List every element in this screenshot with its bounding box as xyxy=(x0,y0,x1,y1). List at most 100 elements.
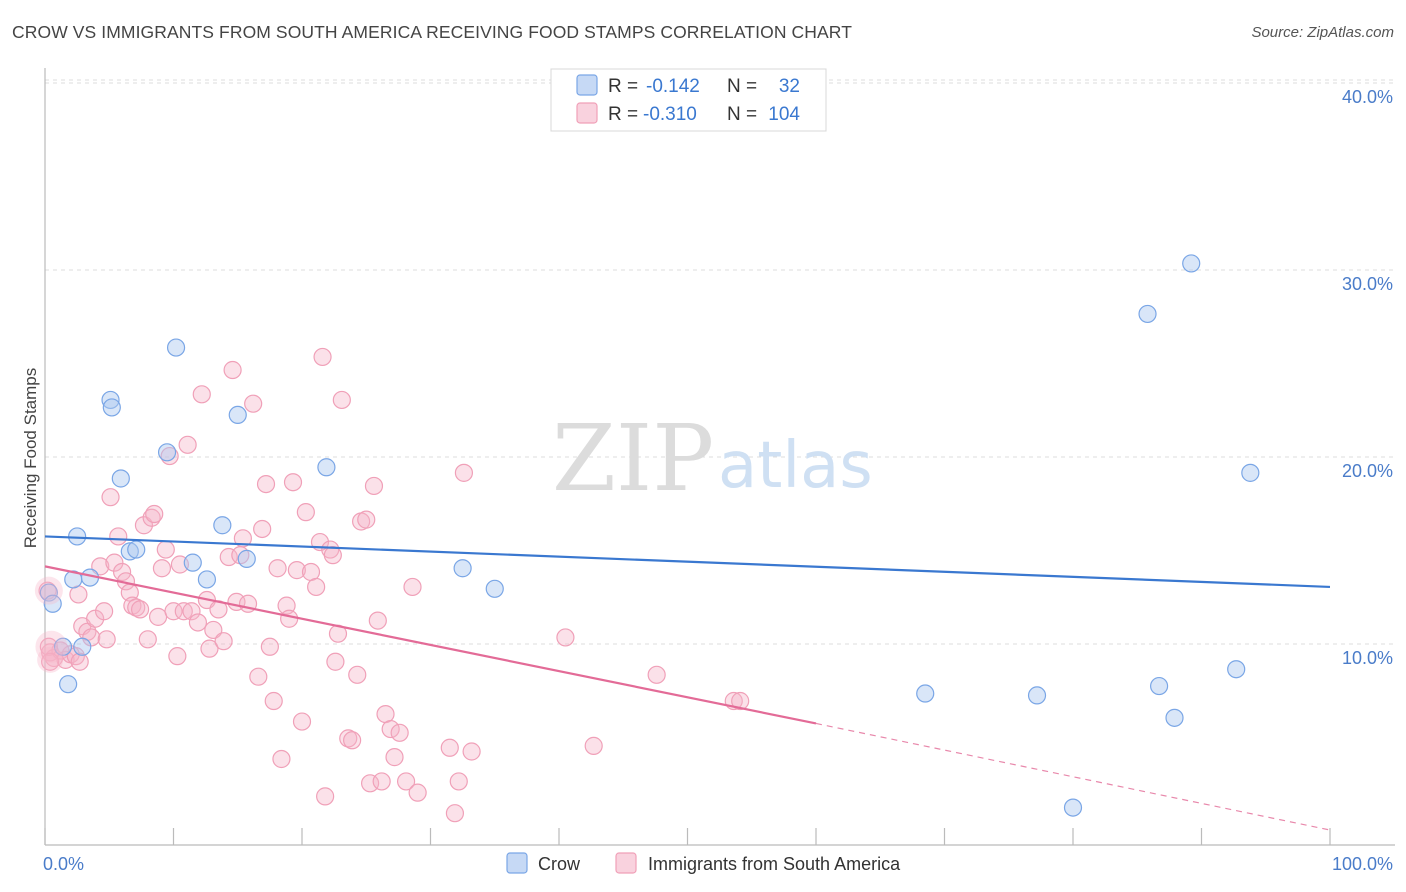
point-crow xyxy=(101,390,120,410)
point-immigrants xyxy=(332,390,351,410)
point-crow xyxy=(73,637,92,656)
point-crow xyxy=(157,443,177,462)
point-immigrants xyxy=(316,787,335,806)
point-crow xyxy=(453,559,472,578)
point-immigrants-cluster xyxy=(34,576,63,605)
point-immigrants xyxy=(292,712,312,731)
point-immigrants xyxy=(390,723,409,742)
point-crow xyxy=(1027,686,1047,705)
point-crow xyxy=(197,570,217,589)
source-label: Source: ZipAtlas.com xyxy=(1251,24,1394,41)
point-immigrants xyxy=(112,562,132,582)
stats-n-value-crow: 32 xyxy=(779,76,800,97)
legend-label-immigrants: Immigrants from South America xyxy=(648,854,901,874)
point-immigrants xyxy=(244,394,263,413)
stats-r-value-crow: -0.142 xyxy=(646,76,700,97)
point-immigrants xyxy=(343,731,362,750)
stats-legend: R = -0.142 N = 32 R = -0.310 N = 104 xyxy=(550,68,827,132)
point-immigrants xyxy=(138,630,157,649)
point-immigrants xyxy=(368,611,387,630)
legend-label-crow: Crow xyxy=(538,854,581,874)
point-crow xyxy=(213,516,232,535)
stats-r-label-crow: R = xyxy=(608,76,638,97)
point-crow xyxy=(127,540,146,559)
trend-line-immigrants xyxy=(44,565,817,725)
point-immigrants xyxy=(454,463,474,482)
point-immigrants xyxy=(556,628,575,647)
point-crow xyxy=(111,469,130,488)
y-tick-label: 30.0% xyxy=(1342,274,1393,294)
trend-lines xyxy=(44,535,1331,831)
point-immigrants xyxy=(204,620,223,640)
point-immigrants xyxy=(323,546,342,565)
point-immigrants xyxy=(70,652,89,671)
stats-n-label-immigrants: N = xyxy=(727,104,757,125)
point-crow xyxy=(228,405,247,424)
point-immigrants xyxy=(219,547,238,567)
point-immigrants xyxy=(253,519,272,539)
point-immigrants xyxy=(95,602,114,621)
point-crow xyxy=(166,338,186,357)
stats-swatch-crow xyxy=(576,74,598,96)
point-crow xyxy=(39,583,58,602)
point-immigrants xyxy=(272,749,291,769)
point-crow xyxy=(1138,304,1157,324)
point-crow xyxy=(120,542,139,561)
bottom-legend: Crow Immigrants from South America xyxy=(506,852,901,874)
point-immigrants xyxy=(164,602,183,621)
point-immigrants xyxy=(584,736,603,755)
point-immigrants xyxy=(361,774,380,793)
watermark: ZIP atlas xyxy=(552,405,873,512)
point-immigrants xyxy=(233,529,252,548)
point-immigrants xyxy=(313,347,332,367)
point-crow xyxy=(1063,798,1083,817)
point-immigrants xyxy=(326,652,345,671)
point-immigrants xyxy=(357,510,376,529)
point-immigrants xyxy=(101,488,120,507)
point-immigrants xyxy=(647,665,666,684)
stats-n-label-crow: N = xyxy=(727,76,757,97)
legend-swatch-immigrants xyxy=(615,852,637,874)
watermark-zip: ZIP xyxy=(552,405,714,512)
point-immigrants xyxy=(731,691,750,711)
point-crow xyxy=(1149,676,1169,696)
y-axis-label: Receiving Food Stamps xyxy=(21,368,40,548)
point-immigrants xyxy=(445,804,465,823)
point-immigrants xyxy=(396,772,416,791)
point-immigrants xyxy=(268,559,287,578)
point-immigrants xyxy=(408,783,427,802)
point-immigrants xyxy=(372,772,391,791)
point-immigrants xyxy=(156,540,175,559)
point-immigrants xyxy=(403,577,422,597)
chart-title: CROW VS IMMIGRANTS FROM SOUTH AMERICA RE… xyxy=(12,22,852,42)
watermark-atlas: atlas xyxy=(718,429,873,503)
point-immigrants xyxy=(109,527,128,546)
point-immigrants xyxy=(223,360,242,380)
point-crow xyxy=(916,684,935,703)
stats-swatch-immigrants xyxy=(576,102,598,124)
point-immigrants xyxy=(178,435,197,454)
point-immigrants xyxy=(385,748,404,767)
point-immigrants xyxy=(249,667,268,686)
point-immigrants xyxy=(287,561,306,580)
point-immigrants xyxy=(264,691,283,711)
point-crow xyxy=(237,549,256,568)
point-immigrants-cluster xyxy=(35,630,68,663)
tick-labels: 10.0% 20.0% 30.0% 40.0% 0.0% 100.0% xyxy=(43,87,1393,874)
point-immigrants xyxy=(280,609,299,628)
y-tick-label: 10.0% xyxy=(1342,648,1393,668)
point-crow xyxy=(1227,660,1246,679)
point-immigrants xyxy=(364,476,384,496)
point-immigrants xyxy=(449,772,468,791)
point-immigrants xyxy=(296,503,315,522)
point-immigrants xyxy=(97,630,116,649)
point-crow xyxy=(53,637,73,656)
point-immigrants xyxy=(307,577,326,597)
point-immigrants xyxy=(214,632,233,651)
point-immigrants xyxy=(130,600,150,619)
point-immigrants xyxy=(134,516,154,535)
point-immigrants xyxy=(188,613,208,632)
stats-n-value-immigrants: 104 xyxy=(768,104,800,125)
point-immigrants xyxy=(174,602,193,621)
